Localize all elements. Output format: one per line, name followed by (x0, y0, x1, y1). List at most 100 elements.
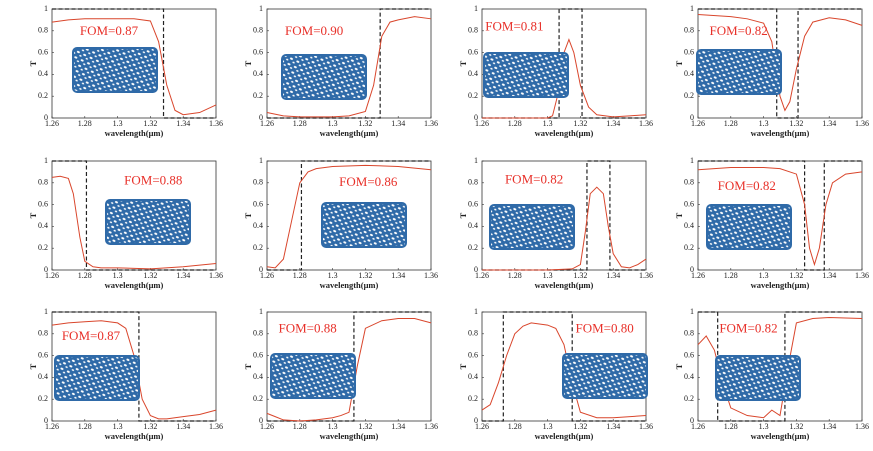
y-tick-label: 0.8 (253, 329, 263, 338)
y-tick-label: 0.8 (468, 329, 478, 338)
x-tick-label: 1.28 (724, 271, 738, 280)
y-axis-label: T (458, 60, 468, 66)
x-tick-label: 1.28 (78, 119, 92, 128)
y-tick-label: 0 (690, 265, 694, 274)
y-tick-label: 0.4 (253, 221, 263, 230)
x-tick-label: 1.32 (573, 119, 587, 128)
target-line (52, 160, 216, 271)
y-axis-label: T (458, 212, 468, 218)
y-tick-label: 0.4 (38, 69, 48, 78)
y-axis-label: T (674, 212, 684, 218)
x-tick-label: 1.32 (789, 271, 803, 280)
target-line (52, 311, 216, 422)
x-tick-label: 1.32 (789, 422, 803, 431)
transmission-line (266, 318, 432, 422)
x-tick-label: 1.34 (822, 119, 836, 128)
fom-annotation: FOM=0.82 (505, 172, 563, 187)
x-tick-label: 1.26 (45, 422, 59, 431)
transmission-line (697, 13, 863, 112)
x-tick-label: 1.3 (759, 119, 769, 128)
y-tick-label: 0.8 (38, 178, 48, 187)
y-tick-label: 0.6 (38, 199, 48, 208)
x-tick-label: 1.3 (113, 271, 123, 280)
y-tick-label: 0 (690, 416, 694, 425)
x-tick-label: 1.34 (606, 422, 620, 431)
y-tick-label: 0.2 (684, 91, 694, 100)
device-pattern (562, 353, 648, 399)
target-line (52, 8, 216, 119)
x-tick-label: 1.32 (573, 422, 587, 431)
fom-annotation: FOM=0.82 (718, 178, 776, 193)
y-tick-label: 1 (259, 156, 263, 165)
x-tick-label: 1.32 (789, 119, 803, 128)
y-tick-label: 0.4 (38, 372, 48, 381)
x-tick-label: 1.36 (639, 422, 653, 431)
y-tick-label: 0.4 (38, 221, 48, 230)
x-tick-label: 1.36 (639, 271, 653, 280)
x-tick-label: 1.26 (260, 422, 274, 431)
fom-annotation: FOM=0.86 (339, 174, 398, 189)
device-pattern (321, 202, 407, 248)
y-tick-label: 1 (44, 4, 48, 13)
y-tick-label: 1 (474, 4, 478, 13)
x-tick-label: 1.26 (260, 119, 274, 128)
fom-annotation: FOM=0.81 (485, 19, 543, 34)
y-tick-label: 0.6 (253, 350, 263, 359)
x-tick-label: 1.28 (508, 119, 522, 128)
target-line (482, 311, 646, 422)
x-tick-label: 1.3 (543, 422, 553, 431)
y-tick-label: 0.8 (684, 26, 694, 35)
fom-annotation: FOM=0.90 (285, 23, 343, 38)
y-tick-label: 1 (690, 4, 694, 13)
device-pattern (281, 54, 367, 100)
y-axis-label: T (243, 363, 253, 369)
x-axis-label: wavelength(μm) (320, 280, 379, 290)
x-tick-label: 1.26 (475, 119, 489, 128)
target-line (482, 8, 646, 119)
x-tick-label: 1.34 (391, 271, 405, 280)
y-tick-label: 0 (474, 113, 478, 122)
y-tick-label: 0.6 (38, 350, 48, 359)
y-tick-label: 0.6 (253, 47, 263, 56)
transmission-line (482, 186, 647, 271)
x-tick-label: 1.28 (508, 422, 522, 431)
y-tick-label: 0.2 (38, 91, 48, 100)
transmission-line (482, 38, 647, 119)
x-tick-label: 1.26 (45, 271, 59, 280)
device-pattern (72, 47, 158, 93)
y-axis-label: T (28, 60, 38, 66)
x-tick-label: 1.34 (606, 119, 620, 128)
x-tick-label: 1.3 (543, 271, 553, 280)
device-pattern (54, 355, 140, 401)
target-line (267, 311, 431, 422)
x-tick-label: 1.3 (328, 271, 338, 280)
transmission-line (266, 164, 432, 269)
x-tick-label: 1.3 (113, 119, 123, 128)
x-tick-label: 1.26 (691, 271, 705, 280)
x-tick-label: 1.32 (143, 271, 157, 280)
x-tick-label: 1.36 (639, 119, 653, 128)
y-tick-label: 0.8 (684, 329, 694, 338)
x-tick-label: 1.26 (691, 119, 705, 128)
device-pattern (706, 204, 792, 250)
target-line (267, 8, 431, 119)
y-tick-label: 0 (259, 416, 263, 425)
x-tick-label: 1.32 (143, 119, 157, 128)
x-tick-label: 1.34 (606, 271, 620, 280)
y-tick-label: 0 (690, 113, 694, 122)
y-tick-label: 1 (690, 156, 694, 165)
device-pattern (105, 199, 191, 245)
x-tick-label: 1.36 (209, 422, 223, 431)
y-tick-label: 0.6 (468, 199, 478, 208)
fom-annotation: FOM=0.87 (62, 328, 121, 343)
transmission-line (51, 18, 217, 116)
x-tick-label: 1.26 (475, 422, 489, 431)
target-line (698, 311, 862, 422)
y-tick-label: 0.6 (468, 47, 478, 56)
x-tick-label: 1.32 (358, 271, 372, 280)
x-tick-label: 1.26 (475, 271, 489, 280)
y-tick-label: 0.8 (684, 178, 694, 187)
y-axis-label: T (674, 363, 684, 369)
